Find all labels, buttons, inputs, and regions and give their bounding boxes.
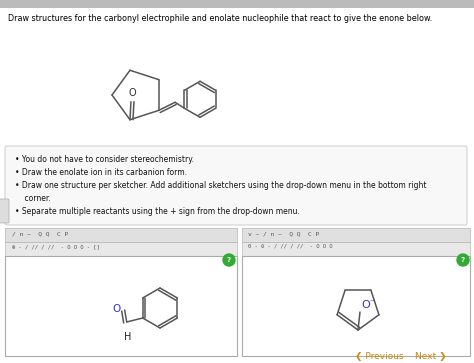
Text: O: O (112, 304, 121, 314)
Text: Draw structures for the carbonyl electrophile and enolate nucleophile that react: Draw structures for the carbonyl electro… (8, 14, 432, 23)
Text: O: O (128, 88, 136, 98)
Text: • Separate multiple reactants using the + sign from the drop-down menu.: • Separate multiple reactants using the … (15, 207, 300, 216)
Bar (242, 256, 470, 356)
Text: 0 - ⊖ - / // / //  - O O O: 0 - ⊖ - / // / // - O O O (248, 244, 332, 249)
Bar (5, 256, 237, 356)
Text: ?: ? (227, 257, 231, 263)
FancyBboxPatch shape (5, 146, 467, 225)
Text: ❬: ❬ (0, 206, 8, 216)
Circle shape (457, 254, 469, 266)
Text: ⁻: ⁻ (369, 298, 374, 308)
Text: Next ❯: Next ❯ (415, 352, 447, 361)
Text: corner.: corner. (15, 194, 51, 203)
Text: v ~ / n ~  Q Q  C P: v ~ / n ~ Q Q C P (248, 231, 319, 236)
Text: ?: ? (461, 257, 465, 263)
Bar (5, 228, 237, 242)
Text: / n ~  Q Q  C P: / n ~ Q Q C P (12, 231, 68, 236)
Bar (5, 242, 237, 256)
FancyBboxPatch shape (0, 199, 9, 223)
Bar (0, 0, 474, 8)
Text: • Draw the enolate ion in its carbanion form.: • Draw the enolate ion in its carbanion … (15, 168, 187, 177)
Text: O: O (361, 300, 370, 310)
Text: H: H (124, 332, 131, 342)
Bar (242, 228, 470, 242)
Text: • Draw one structure per sketcher. Add additional sketchers using the drop-down : • Draw one structure per sketcher. Add a… (15, 181, 427, 190)
Bar (242, 242, 470, 256)
Text: ❮ Previous: ❮ Previous (355, 352, 404, 361)
Circle shape (223, 254, 235, 266)
Text: ⊕ - / // / //  - O O O - []: ⊕ - / // / // - O O O - [] (12, 244, 100, 249)
Text: • You do not have to consider stereochemistry.: • You do not have to consider stereochem… (15, 155, 194, 164)
